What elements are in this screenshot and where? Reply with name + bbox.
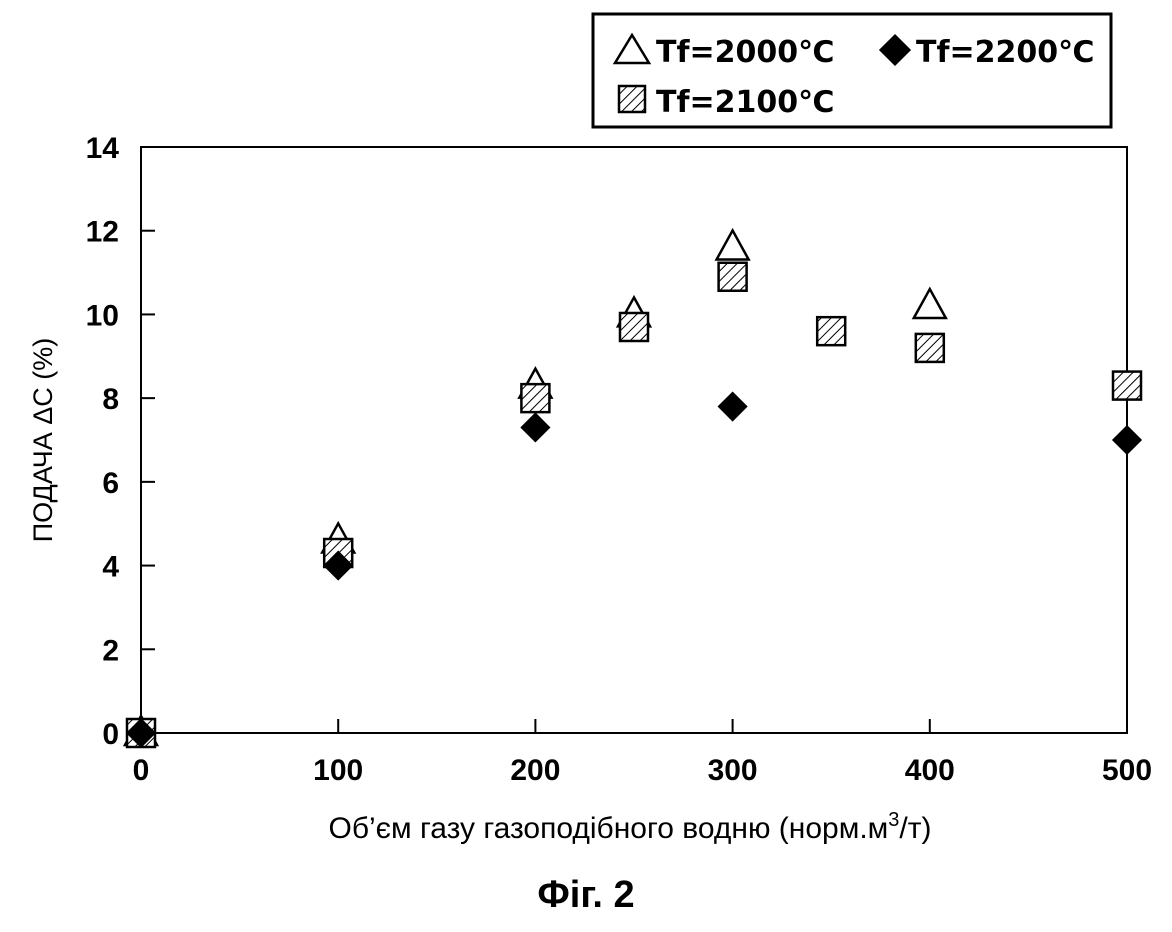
y-tick-label: 12: [86, 216, 119, 249]
x-axis-label: Об’єм газу газоподібного водню (норм.м3/…: [329, 809, 932, 845]
data-point-tf2200: [1111, 424, 1143, 456]
data-point-tf2100: [815, 315, 847, 347]
x-tick-label: 500: [1102, 754, 1152, 787]
x-tick-label: 0: [133, 754, 150, 787]
x-axis-ticks: 0 100 200 300 400 500: [133, 719, 1152, 787]
x-axis-label-superscript: 3: [888, 809, 899, 831]
y-axis-label: ПОДАЧА ΔC (%): [28, 338, 58, 543]
x-tick-label: 400: [905, 754, 955, 787]
data-point-tf2200: [717, 391, 748, 422]
y-tick-label: 10: [86, 299, 119, 332]
y-tick-label: 8: [102, 383, 119, 416]
data-point-tf2100: [618, 311, 650, 343]
y-tick-label: 4: [102, 551, 119, 584]
data-point-tf2000: [911, 286, 948, 320]
legend-item-tf2000: Tf=2000℃: [612, 32, 834, 70]
legend-diamond-marker: [878, 33, 912, 67]
x-axis-label-main: Об’єм газу газоподібного водню (норм.м: [329, 812, 889, 845]
legend-label-tf2000: Tf=2000℃: [656, 35, 834, 70]
data-point-tf2100: [520, 382, 551, 414]
data-point-tf2100: [914, 332, 946, 364]
legend-label-tf2100: Tf=2100℃: [656, 85, 834, 120]
x-tick-label: 300: [708, 754, 758, 787]
y-axis-ticks: 0 2 4 6 8 10 12 14: [86, 132, 155, 751]
x-axis-label-end: /т): [899, 812, 931, 845]
x-tick-label: 200: [510, 754, 560, 787]
legend-label-tf2200: Tf=2200℃: [916, 35, 1094, 70]
x-tick-label: 100: [313, 754, 363, 787]
data-point-tf2100: [1111, 370, 1143, 401]
y-tick-label: 6: [102, 467, 119, 500]
legend-square-marker: [617, 84, 647, 114]
data-markers: [122, 227, 1143, 749]
legend-item-tf2100: Tf=2100℃: [617, 84, 834, 120]
legend-triangle-marker: [612, 32, 652, 65]
figure-caption: Фіг. 2: [537, 874, 634, 916]
legend-item-tf2200: Tf=2200℃: [878, 33, 1094, 70]
plot-area: [140, 146, 1128, 734]
legend-box: [591, 12, 1113, 129]
y-tick-label: 14: [86, 132, 120, 165]
data-point-tf2200: [323, 550, 354, 581]
data-point-tf2100: [717, 261, 748, 293]
legend: Tf=2000℃ Tf=2200℃ Tf=2100℃: [591, 12, 1113, 129]
y-tick-label: 2: [102, 634, 119, 667]
data-point-tf2200: [125, 717, 157, 749]
data-point-tf2200: [520, 412, 551, 443]
y-tick-label: 0: [102, 718, 119, 751]
data-point-tf2000: [714, 227, 751, 261]
